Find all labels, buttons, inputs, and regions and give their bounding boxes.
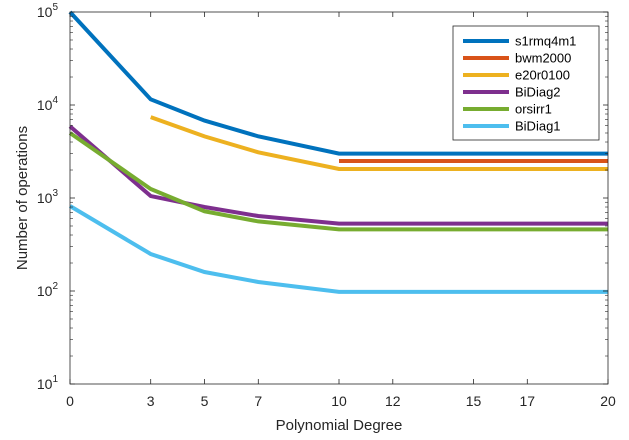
y-tick-label: 101 (37, 374, 59, 392)
legend-label-bwm2000: bwm2000 (515, 51, 571, 66)
series-group (68, 10, 608, 294)
y-axis-ticks: 101 102 103 104 105 (37, 2, 608, 392)
x-tick-label: 12 (385, 393, 401, 409)
x-axis-label: Polynomial Degree (276, 417, 403, 434)
y-tick-label: 103 (37, 188, 59, 206)
x-tick-label: 17 (520, 393, 536, 409)
legend-box (452, 25, 600, 141)
legend-label-orsirr1: orsirr1 (515, 102, 552, 117)
legend-label-BiDiag2: BiDiag2 (515, 85, 561, 100)
x-tick-label: 15 (466, 393, 482, 409)
series-line-BiDiag1 (68, 204, 608, 294)
x-tick-label: 0 (66, 393, 74, 409)
y-tick-label: 104 (37, 95, 59, 113)
series-line-BiDiag2 (68, 124, 608, 226)
x-tick-label: 7 (254, 393, 262, 409)
y-axis-label: Number of operations (14, 126, 31, 270)
y-tick-label: 102 (37, 281, 59, 299)
x-tick-label: 5 (201, 393, 209, 409)
series-line-s1rmq4m1 (68, 10, 608, 156)
legend-label-BiDiag1: BiDiag1 (515, 119, 561, 134)
legend-label-e20r0100: e20r0100 (515, 68, 570, 83)
series-line-orsirr1 (68, 131, 608, 232)
legend: s1rmq4m1 bwm2000 e20r0100 BiDiag2 orsirr1 BiD… (452, 25, 600, 141)
y-tick-label: 105 (37, 2, 59, 20)
x-tick-label: 20 (600, 393, 616, 409)
series-line-e20r0100 (150, 115, 608, 172)
x-axis-ticks: 0 3 5 7 10 12 15 17 20 (66, 12, 616, 409)
x-tick-label: 10 (331, 393, 347, 409)
legend-label-s1rmq4m1: s1rmq4m1 (515, 34, 576, 49)
x-tick-label: 3 (147, 393, 155, 409)
